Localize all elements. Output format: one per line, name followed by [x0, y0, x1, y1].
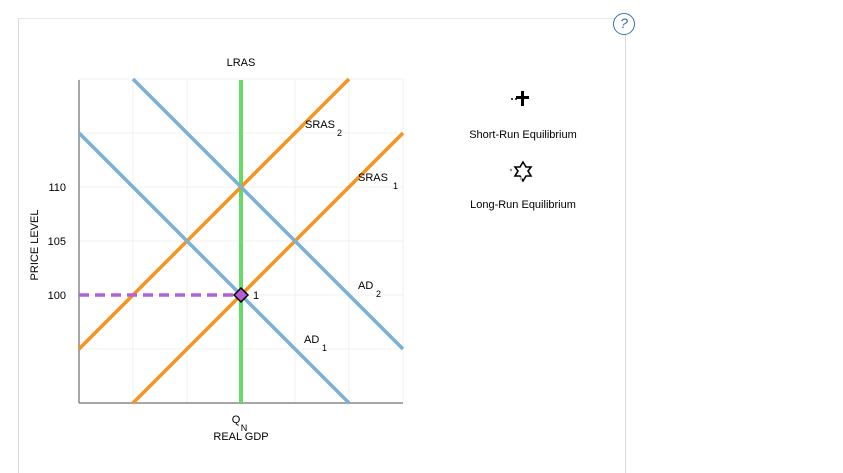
sras2-sub: 2 — [337, 128, 342, 138]
star-icon[interactable] — [509, 160, 533, 183]
ad1-label: AD — [304, 334, 319, 346]
x-tick-label: Q — [232, 414, 241, 426]
equilibrium-label: 1 — [253, 290, 259, 302]
ad2-sub: 2 — [376, 289, 381, 299]
y-tick-label: 100 — [48, 290, 66, 302]
sras1-sub: 1 — [393, 181, 398, 191]
y-tick-label: 110 — [48, 182, 66, 194]
ad1-line[interactable] — [77, 131, 351, 405]
equilibrium-point-1[interactable] — [232, 286, 250, 304]
y-axis-title: PRICE LEVEL — [29, 210, 41, 281]
x-tick-sub: N — [241, 423, 248, 433]
sras1-label: SRAS — [358, 172, 388, 184]
sras1-line[interactable] — [131, 131, 405, 405]
ad1-sub: 1 — [322, 343, 327, 353]
lras-label: LRAS — [227, 57, 256, 69]
plus-icon[interactable] — [511, 91, 529, 106]
help-button[interactable]: ? — [613, 13, 635, 35]
y-tick-label: 105 — [48, 236, 66, 248]
ad2-line[interactable] — [131, 77, 405, 351]
ad2-label: AD — [358, 280, 373, 292]
sras2-label: SRAS — [305, 119, 335, 131]
legend-short-run-label: Short-Run Equilibrium — [469, 129, 577, 141]
graph-panel: ? — [18, 13, 635, 473]
x-axis-title: REAL GDP — [213, 431, 268, 443]
legend-long-run-label: Long-Run Equilibrium — [470, 199, 576, 211]
sras2-line[interactable] — [77, 77, 351, 351]
